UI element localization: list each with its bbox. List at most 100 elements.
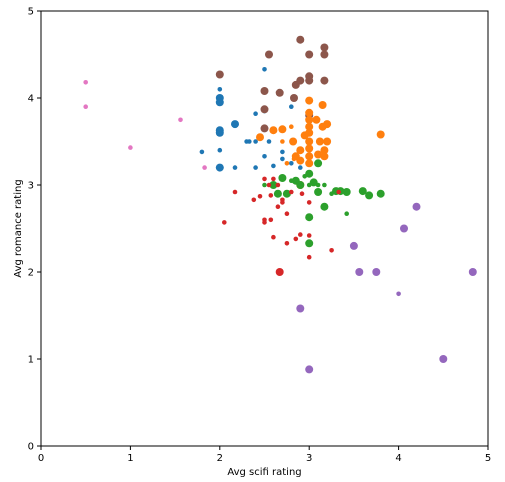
- point-green-13: [315, 182, 321, 188]
- point-red-9: [268, 217, 274, 223]
- point-orange-0: [256, 133, 264, 142]
- point-pink-4: [202, 165, 207, 170]
- point-blue-8: [231, 120, 239, 129]
- point-blue-17: [262, 154, 267, 159]
- point-red-6: [262, 220, 267, 225]
- point-pink-3: [178, 117, 183, 123]
- point-brown-8: [296, 76, 305, 85]
- point-pink-0: [83, 80, 88, 85]
- point-orange-28: [323, 137, 332, 146]
- point-purple-7: [412, 202, 421, 211]
- point-green-4: [282, 189, 291, 198]
- x-tick-label: 2: [217, 453, 223, 464]
- point-orange-26: [320, 152, 329, 161]
- point-green-7: [296, 181, 305, 189]
- point-red-21: [299, 191, 305, 196]
- point-red-16: [284, 211, 290, 216]
- point-orange-19: [305, 159, 314, 168]
- point-purple-1: [305, 365, 314, 374]
- y-tick-label: 0: [28, 442, 34, 453]
- point-red-17: [284, 241, 290, 246]
- x-tick-label: 0: [38, 453, 44, 464]
- point-green-18: [342, 188, 351, 196]
- point-brown-16: [260, 124, 269, 133]
- point-red-12: [275, 204, 281, 209]
- point-green-3: [278, 174, 287, 182]
- point-red-15: [280, 200, 285, 205]
- point-orange-18: [305, 152, 314, 161]
- points-layer: [83, 35, 477, 374]
- point-blue-3: [215, 98, 224, 107]
- point-green-15: [320, 202, 329, 211]
- point-blue-5: [215, 128, 224, 137]
- point-red-4: [262, 176, 267, 182]
- point-orange-29: [376, 130, 385, 139]
- point-orange-11: [305, 96, 314, 105]
- y-axis-label: Avg romance rating: [13, 179, 24, 277]
- point-blue-14: [253, 165, 258, 170]
- point-blue-11: [247, 139, 252, 144]
- y-tick-label: 4: [28, 94, 34, 105]
- point-orange-4: [284, 161, 290, 166]
- point-brown-5: [290, 94, 298, 102]
- y-tick-label: 3: [28, 181, 34, 192]
- point-green-11: [309, 178, 318, 187]
- point-red-22: [306, 200, 312, 205]
- point-red-24: [306, 254, 312, 260]
- point-orange-15: [305, 128, 314, 137]
- point-green-0: [262, 182, 267, 188]
- point-green-25: [314, 188, 323, 196]
- point-red-8: [268, 193, 274, 198]
- point-red-1: [232, 189, 238, 195]
- point-red-18: [289, 189, 294, 195]
- point-brown-14: [320, 50, 329, 59]
- point-green-21: [365, 191, 374, 200]
- point-purple-8: [439, 355, 448, 363]
- point-brown-15: [320, 76, 329, 85]
- point-pink-1: [83, 104, 88, 109]
- point-red-0: [222, 220, 227, 225]
- point-orange-23: [318, 101, 327, 109]
- point-red-26: [336, 189, 342, 195]
- point-green-12: [314, 159, 323, 168]
- x-axis-label: Avg scifi rating: [227, 467, 301, 478]
- point-brown-0: [215, 70, 224, 79]
- point-red-27: [275, 182, 281, 188]
- point-blue-21: [280, 149, 285, 155]
- point-red-23: [306, 233, 312, 238]
- point-green-24: [305, 239, 314, 248]
- plot-frame: [40, 10, 489, 447]
- point-purple-2: [349, 241, 358, 250]
- point-red-2: [251, 197, 257, 203]
- point-pink-2: [128, 145, 133, 150]
- point-orange-12: [305, 108, 314, 117]
- point-orange-8: [296, 146, 305, 155]
- point-green-19: [344, 211, 350, 216]
- point-orange-16: [305, 137, 314, 146]
- y-axis-ticks: 0 1 2 3 4 5: [28, 7, 41, 453]
- point-orange-1: [269, 126, 278, 135]
- point-blue-1: [217, 87, 223, 92]
- y-tick-label: 5: [28, 7, 34, 18]
- point-orange-5: [289, 124, 294, 129]
- point-orange-20: [312, 115, 321, 124]
- point-purple-6: [400, 224, 408, 233]
- point-blue-22: [289, 104, 294, 109]
- point-blue-24: [298, 165, 303, 170]
- point-brown-3: [265, 50, 273, 59]
- point-green-26: [329, 191, 334, 196]
- y-tick-label: 1: [28, 355, 34, 366]
- point-blue-12: [253, 139, 258, 144]
- point-red-20: [298, 232, 303, 237]
- point-orange-27: [323, 120, 332, 129]
- point-red-7: [266, 182, 272, 188]
- point-red-3: [257, 194, 263, 199]
- point-blue-13: [253, 111, 258, 116]
- point-orange-22: [315, 137, 324, 146]
- point-brown-9: [305, 50, 314, 59]
- point-orange-17: [305, 144, 314, 153]
- x-tick-label: 4: [395, 453, 401, 464]
- point-green-20: [358, 187, 367, 196]
- point-brown-7: [296, 35, 305, 44]
